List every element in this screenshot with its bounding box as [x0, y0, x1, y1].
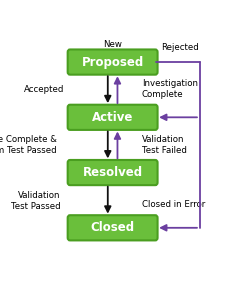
Text: Closed in Error: Closed in Error	[142, 200, 205, 209]
Text: Validation
Test Failed: Validation Test Failed	[142, 135, 186, 156]
Text: Accepted: Accepted	[24, 85, 64, 94]
FancyBboxPatch shape	[68, 160, 158, 185]
Text: Investigation
Complete: Investigation Complete	[142, 79, 198, 99]
FancyBboxPatch shape	[68, 105, 158, 130]
Text: Rejected: Rejected	[161, 43, 199, 52]
Text: Validation
Test Passed: Validation Test Passed	[11, 191, 60, 211]
Text: Proposed: Proposed	[82, 56, 144, 69]
Text: Closed: Closed	[90, 221, 135, 234]
FancyBboxPatch shape	[68, 215, 158, 241]
Text: Active: Active	[92, 111, 133, 124]
Text: Resolved: Resolved	[82, 166, 143, 179]
FancyBboxPatch shape	[68, 49, 158, 75]
Text: New: New	[103, 40, 122, 49]
Text: Code Complete &
System Test Passed: Code Complete & System Test Passed	[0, 135, 56, 156]
